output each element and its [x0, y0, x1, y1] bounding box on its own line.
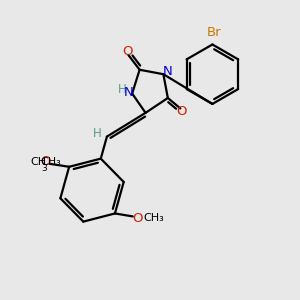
Text: O: O — [176, 106, 187, 118]
Text: O: O — [132, 212, 142, 225]
Text: CH₃: CH₃ — [40, 157, 61, 167]
Text: CH₃: CH₃ — [143, 213, 164, 223]
Text: 3: 3 — [41, 164, 47, 173]
Text: H: H — [118, 83, 127, 97]
Text: O: O — [122, 45, 133, 58]
Text: N: N — [162, 65, 172, 78]
Text: H: H — [93, 127, 102, 140]
Text: N: N — [124, 86, 134, 99]
Text: CH: CH — [31, 157, 47, 167]
Text: O: O — [40, 155, 51, 168]
Text: Br: Br — [207, 26, 221, 39]
